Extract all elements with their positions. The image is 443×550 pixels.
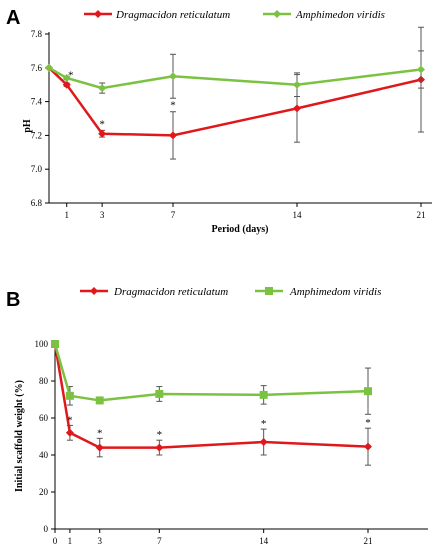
data-point <box>155 443 164 452</box>
y-tick-label: 7.8 <box>31 29 43 39</box>
data-point <box>95 396 104 405</box>
series-line <box>48 66 422 90</box>
panel-b-legend: Dragmacidon reticulatum Amphimedom virid… <box>80 286 381 298</box>
panel-b: B Dragmacidon reticulatum Amphimedom vir… <box>6 286 428 546</box>
panel-b-plot-area: * * * * * <box>51 340 372 466</box>
panel-b-y-label: Initial scaffold weight (%) <box>14 380 25 492</box>
series-line <box>48 66 422 137</box>
panel-a-letter: A <box>6 7 20 29</box>
data-point <box>51 340 59 348</box>
significance-star: * <box>365 417 371 429</box>
legend-b-label-amphimedom: Amphimedom viridis <box>289 286 381 298</box>
legend-a-label-amphimedon: Amphimedon viridis <box>295 9 385 21</box>
legend-a-marker-amphimedon <box>273 10 281 18</box>
series-line <box>53 343 369 449</box>
x-tick-label: 14 <box>259 536 269 546</box>
y-tick-label: 7.4 <box>31 97 43 107</box>
data-point <box>293 104 301 113</box>
panel-b-y-ticks: 0 20 40 60 80 100 <box>35 339 55 534</box>
x-tick-label: 7 <box>171 210 176 220</box>
significance-star: * <box>99 118 105 130</box>
significance-star: * <box>68 70 74 82</box>
x-tick-label: 1 <box>64 210 69 220</box>
y-tick-label: 7.6 <box>31 63 43 73</box>
y-tick-label: 60 <box>39 413 49 423</box>
panel-a-x-ticks: 1 3 7 14 21 <box>64 203 426 220</box>
data-point <box>169 72 177 81</box>
significance-star: * <box>261 418 267 430</box>
legend-a-marker-dragmacidon <box>94 10 102 18</box>
x-tick-label: 21 <box>417 210 426 220</box>
legend-b-label-dragmacidon: Dragmacidon reticulatum <box>113 286 228 298</box>
data-point <box>62 80 71 89</box>
data-point <box>45 63 53 72</box>
y-tick-label: 0 <box>44 524 49 534</box>
legend-b-marker-amphimedom <box>265 287 273 295</box>
data-point <box>155 389 164 398</box>
data-point <box>98 129 107 138</box>
series-1 <box>45 50 425 99</box>
x-tick-label: 21 <box>364 536 373 546</box>
legend-b-marker-dragmacidon <box>90 287 98 295</box>
data-point <box>293 80 301 89</box>
data-point <box>259 438 268 447</box>
x-tick-label: 14 <box>293 210 303 220</box>
series-1 <box>51 340 372 415</box>
y-tick-label: 80 <box>39 376 49 386</box>
data-point <box>417 65 425 74</box>
panel-a-y-ticks: 6.8 7.0 7.2 7.4 7.6 7.8 <box>31 29 49 208</box>
y-tick-label: 40 <box>39 450 49 460</box>
x-tick-label: 0 <box>53 536 58 546</box>
panel-b-x-ticks: 0 1 3 7 14 21 <box>53 529 373 546</box>
y-tick-label: 7.2 <box>31 130 42 140</box>
y-tick-label: 100 <box>35 339 49 349</box>
panel-a-legend: Dragmacidon reticulatum Amphimedon virid… <box>84 9 385 21</box>
significance-star: * <box>170 100 176 112</box>
x-tick-label: 3 <box>97 536 102 546</box>
y-tick-label: 20 <box>39 487 49 497</box>
significance-star: * <box>157 429 163 441</box>
y-tick-label: 6.8 <box>31 198 43 208</box>
x-tick-label: 1 <box>68 536 73 546</box>
data-point <box>65 391 74 400</box>
series-0: * * * * * <box>51 340 372 466</box>
data-point <box>95 443 104 452</box>
x-tick-label: 3 <box>100 210 105 220</box>
data-point <box>65 428 74 437</box>
data-point <box>364 442 372 451</box>
panel-a: A Dragmacidon reticulatum Amphimedon vir… <box>6 7 432 235</box>
x-tick-label: 7 <box>157 536 162 546</box>
data-point <box>364 387 372 396</box>
data-point <box>259 390 268 399</box>
panel-a-y-label: pH <box>22 119 33 133</box>
significance-star: * <box>97 427 103 439</box>
significance-star: * <box>67 414 73 426</box>
data-point <box>62 73 71 82</box>
data-point <box>169 131 177 140</box>
series-line <box>53 343 369 402</box>
data-point <box>98 84 107 93</box>
legend-a-label-dragmacidon: Dragmacidon reticulatum <box>115 9 230 21</box>
panel-a-plot-area: * * * <box>45 26 425 160</box>
y-tick-label: 7.0 <box>31 164 43 174</box>
panel-a-x-label: Period (days) <box>212 224 269 235</box>
panel-b-letter: B <box>6 289 20 311</box>
